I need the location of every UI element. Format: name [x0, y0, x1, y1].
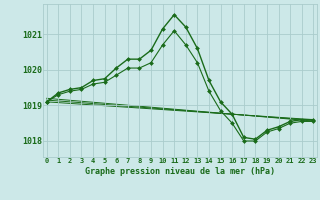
X-axis label: Graphe pression niveau de la mer (hPa): Graphe pression niveau de la mer (hPa)	[85, 167, 275, 176]
